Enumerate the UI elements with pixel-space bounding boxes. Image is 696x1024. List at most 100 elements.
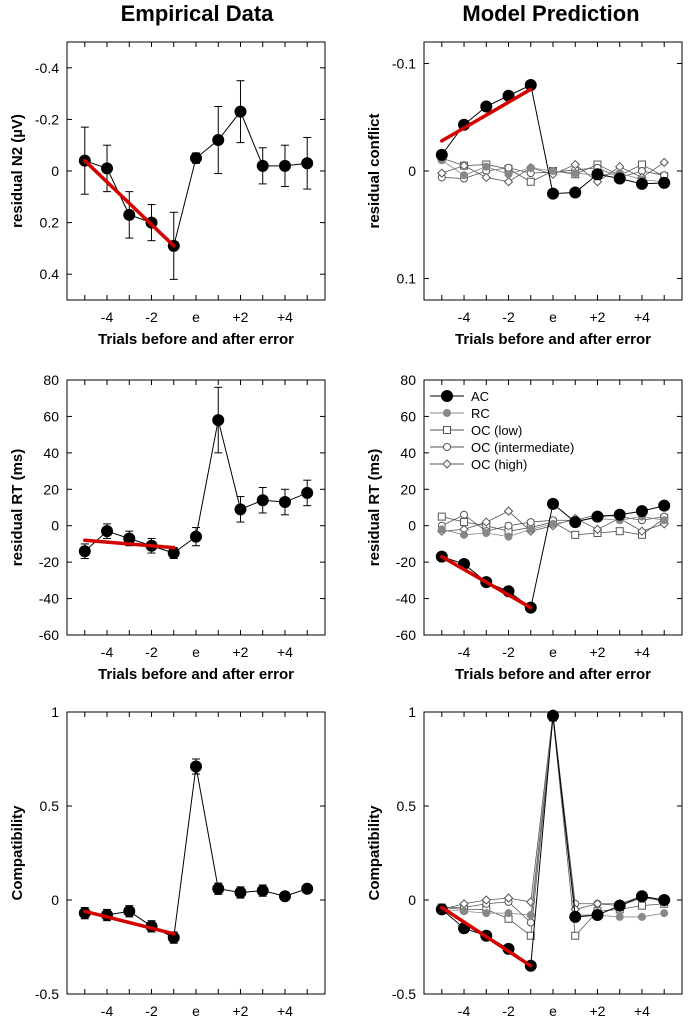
data-point bbox=[526, 911, 535, 920]
x-tick-label: e bbox=[192, 644, 200, 660]
data-point bbox=[526, 177, 535, 186]
data-point bbox=[101, 525, 114, 538]
panel-mod_conflict: 0.1 0 -0.1 -4 -2 e +2 +4 Trials before and after… bbox=[366, 41, 683, 348]
data-point bbox=[658, 176, 671, 189]
x-tick-label: +4 bbox=[277, 309, 293, 325]
regression-line bbox=[440, 554, 533, 610]
data-point bbox=[592, 899, 603, 909]
data-point bbox=[480, 100, 493, 113]
data-point bbox=[569, 910, 582, 923]
x-tick-label: +2 bbox=[232, 644, 248, 660]
data-point bbox=[481, 895, 491, 905]
data-point bbox=[301, 486, 314, 499]
data-point bbox=[591, 510, 604, 523]
data-point bbox=[482, 162, 491, 171]
panel-mod_rt: 80 60 40 20 0 -20 -40 -60 -4 -2 e +2 +4 Trials before… bbox=[366, 372, 683, 683]
data-point bbox=[78, 545, 91, 558]
y-tick-label: 0.1 bbox=[397, 271, 417, 287]
y-tick-label: 0 bbox=[408, 892, 416, 908]
x-tick-label: -4 bbox=[101, 1003, 114, 1019]
y-axis-label: residual conflict bbox=[366, 113, 383, 228]
data-point bbox=[460, 510, 469, 519]
regression-line bbox=[83, 158, 176, 248]
data-point bbox=[637, 901, 646, 910]
data-point bbox=[658, 499, 671, 512]
y-tick-label: 1 bbox=[51, 704, 59, 720]
data-point bbox=[526, 163, 535, 172]
data-point bbox=[212, 134, 225, 147]
y-tick-label: 0 bbox=[51, 892, 59, 908]
data-point bbox=[460, 907, 469, 916]
data-point bbox=[301, 882, 314, 895]
data-point bbox=[615, 912, 624, 921]
y-tick-label: 0.2 bbox=[40, 215, 60, 231]
data-point bbox=[613, 172, 626, 185]
data-point bbox=[256, 494, 269, 507]
data-point bbox=[635, 177, 648, 190]
x-tick-label: -4 bbox=[101, 309, 114, 325]
data-point bbox=[256, 884, 269, 897]
series-line-oc-intermediate- bbox=[441, 715, 665, 924]
x-tick-label: -2 bbox=[145, 644, 158, 660]
data-point bbox=[190, 530, 202, 543]
legend-label: AC bbox=[471, 389, 489, 404]
y-tick-label: -0.1 bbox=[392, 56, 416, 72]
data-point bbox=[660, 516, 669, 525]
x-tick-label: -2 bbox=[145, 1003, 158, 1019]
x-axis-label: Trials before and after error bbox=[98, 666, 294, 683]
legend-label: OC (high) bbox=[471, 457, 527, 472]
data-point bbox=[460, 171, 469, 180]
y-tick-label: -40 bbox=[396, 591, 416, 607]
y-tick-label: -0.4 bbox=[35, 60, 59, 76]
data-point bbox=[569, 186, 582, 199]
legend-label: OC (low) bbox=[471, 423, 522, 438]
panel-emp_n2: -0.4 -0.2 0 0.2 0.4 -4 -2 e +2 +4 Trials before an… bbox=[9, 41, 326, 348]
x-tick-label: +2 bbox=[589, 1003, 605, 1019]
panel-emp_rt: 80 60 40 20 0 -20 -40 -60 -4 -2 e +2 +4 Trials before… bbox=[9, 372, 326, 683]
data-point bbox=[547, 187, 559, 200]
y-tick-label: -60 bbox=[39, 627, 59, 643]
data-point bbox=[437, 168, 447, 178]
data-point bbox=[234, 886, 247, 899]
data-point bbox=[504, 170, 513, 179]
data-point bbox=[481, 517, 491, 527]
x-tick-label: -4 bbox=[458, 644, 471, 660]
data-point bbox=[615, 527, 624, 536]
y-tick-label: -20 bbox=[39, 554, 59, 570]
y-tick-label: 60 bbox=[400, 408, 416, 424]
data-point bbox=[190, 760, 202, 773]
x-tick-label: +2 bbox=[232, 1003, 248, 1019]
panels: -0.4 -0.2 0 0.2 0.4 -4 -2 e +2 +4 Trials before an… bbox=[9, 41, 683, 1019]
series-line-oc-high- bbox=[441, 713, 665, 910]
data-point bbox=[571, 169, 580, 178]
y-tick-label: 20 bbox=[400, 481, 416, 497]
data-point bbox=[591, 909, 604, 922]
data-point bbox=[301, 157, 314, 170]
data-point bbox=[660, 909, 669, 918]
data-point bbox=[569, 516, 582, 529]
data-point bbox=[637, 912, 646, 921]
legend-marker-rc bbox=[443, 409, 451, 417]
y-tick-label: -0.5 bbox=[392, 986, 416, 1002]
y-tick-label: 20 bbox=[43, 481, 59, 497]
series-line-oc-low- bbox=[441, 717, 665, 937]
x-tick-label: +4 bbox=[634, 644, 650, 660]
data-point bbox=[637, 526, 647, 536]
data-point bbox=[526, 931, 535, 940]
data-point bbox=[571, 530, 580, 539]
legend-marker-oc-low bbox=[443, 426, 451, 434]
data-point bbox=[613, 899, 626, 912]
legend-marker-ac bbox=[441, 390, 453, 402]
data-point bbox=[658, 894, 671, 906]
data-point bbox=[212, 414, 225, 427]
y-axis-label: residual RT (ms) bbox=[9, 449, 26, 567]
y-axis-label: Compatibility bbox=[366, 805, 383, 901]
data-point bbox=[278, 890, 291, 903]
regression-line bbox=[440, 87, 533, 143]
y-tick-label: 80 bbox=[400, 372, 416, 388]
data-point bbox=[503, 893, 514, 903]
series-line-rc bbox=[441, 717, 665, 918]
x-tick-label: +4 bbox=[277, 644, 293, 660]
y-tick-label: -20 bbox=[396, 554, 416, 570]
y-tick-label: 0 bbox=[51, 518, 59, 534]
